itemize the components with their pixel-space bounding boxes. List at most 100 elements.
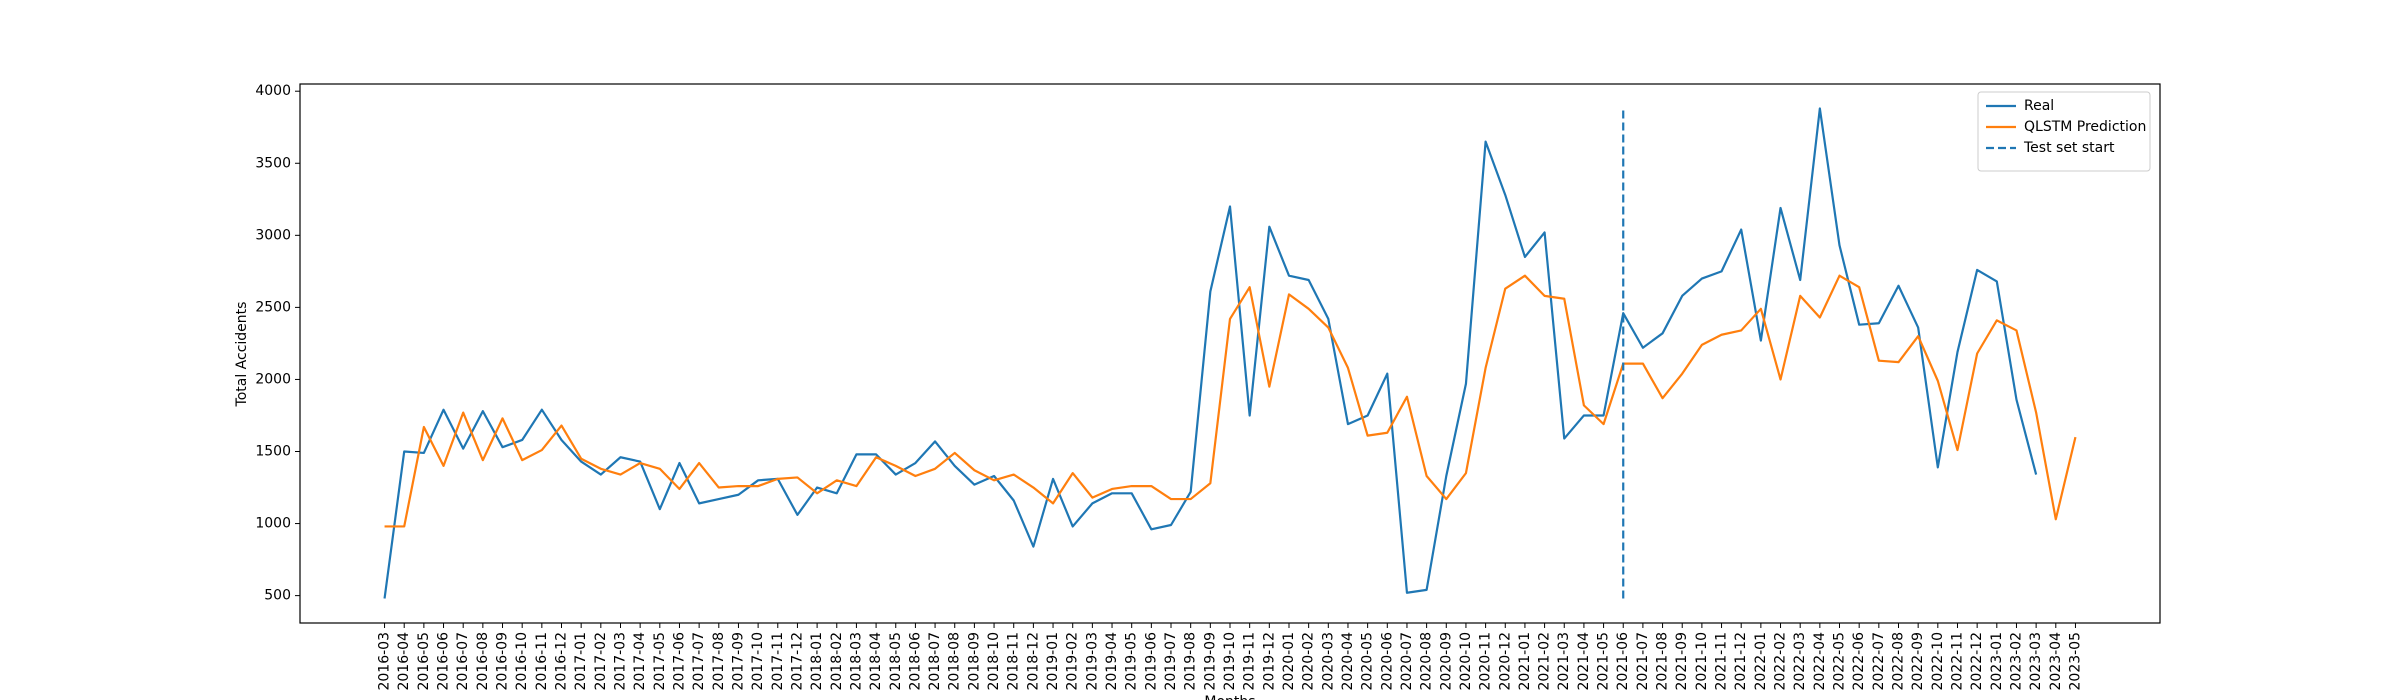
legend-label: QLSTM Prediction xyxy=(2024,119,2146,135)
x-tick-label: 2020-03 xyxy=(1320,632,1336,691)
x-tick-label: 2022-05 xyxy=(1832,632,1848,691)
x-tick-label: 2017-12 xyxy=(789,632,805,691)
x-tick-label: 2019-08 xyxy=(1183,632,1199,691)
x-tick-label: 2022-09 xyxy=(1910,632,1926,691)
x-tick-label: 2016-11 xyxy=(534,632,550,691)
x-axis-label: Months xyxy=(1204,694,1255,700)
x-tick-label: 2021-10 xyxy=(1694,632,1710,691)
x-tick-label: 2017-09 xyxy=(730,632,746,691)
legend-box xyxy=(1977,91,2151,172)
x-tick-label: 2021-05 xyxy=(1596,632,1612,691)
x-tick-label: 2019-02 xyxy=(1065,632,1081,691)
x-tick-label: 2019-11 xyxy=(1242,632,1258,691)
x-tick-label: 2018-10 xyxy=(986,632,1002,691)
x-tick-label: 2019-06 xyxy=(1143,632,1159,691)
x-tick-label: 2020-07 xyxy=(1399,632,1415,691)
y-tick-label: 3500 xyxy=(255,155,291,171)
x-tick-label: 2019-10 xyxy=(1222,632,1238,691)
x-tick-label: 2020-01 xyxy=(1281,632,1297,691)
series-line xyxy=(384,274,2077,528)
x-tick-label: 2017-11 xyxy=(770,632,786,691)
x-tick-label: 2016-05 xyxy=(416,632,432,691)
x-tick-label: 2017-03 xyxy=(612,632,628,691)
x-tick-label: 2017-04 xyxy=(632,632,648,691)
x-tick-label: 2022-02 xyxy=(1773,632,1789,691)
x-tick-label: 2021-01 xyxy=(1517,632,1533,691)
x-tick-label: 2019-09 xyxy=(1202,632,1218,691)
x-tick-label: 2019-07 xyxy=(1163,632,1179,691)
legend: Real QLSTM Prediction Test set start xyxy=(1977,91,2151,172)
y-tick-label: 3000 xyxy=(255,227,291,243)
x-tick-label: 2022-01 xyxy=(1753,632,1769,691)
x-tick-label: 2019-04 xyxy=(1104,632,1120,691)
x-tick-label: 2018-02 xyxy=(829,632,845,691)
x-tick-label: 2016-10 xyxy=(514,632,530,691)
x-tick-label: 2019-03 xyxy=(1084,632,1100,691)
x-tick-label: 2023-05 xyxy=(2067,632,2083,691)
legend-label: Test set start xyxy=(2023,140,2115,156)
x-tick-label: 2017-08 xyxy=(711,632,727,691)
x-tick-label: 2022-10 xyxy=(1930,632,1946,691)
x-tick-label: 2020-04 xyxy=(1340,632,1356,691)
x-tick-label: 2018-01 xyxy=(809,632,825,691)
x-tick-label: 2017-10 xyxy=(750,632,766,691)
x-tick-label: 2017-06 xyxy=(671,632,687,691)
x-tick-label: 2020-11 xyxy=(1478,632,1494,691)
x-tick-label: 2023-01 xyxy=(1989,632,2005,691)
x-tick-label: 2020-05 xyxy=(1360,632,1376,691)
x-tick-label: 2021-09 xyxy=(1674,632,1690,691)
x-tick-label: 2018-09 xyxy=(966,632,982,691)
y-tick-label: 2000 xyxy=(255,371,291,387)
x-tick-label: 2022-12 xyxy=(1969,632,1985,691)
x-tick-label: 2021-06 xyxy=(1615,632,1631,691)
x-tick-label: 2016-07 xyxy=(455,632,471,691)
x-tick-label: 2021-07 xyxy=(1635,632,1651,691)
x-tick-label: 2018-11 xyxy=(1006,632,1022,691)
x-tick-label: 2018-04 xyxy=(868,632,884,691)
series-line xyxy=(383,107,2038,599)
x-tick-label: 2021-04 xyxy=(1576,632,1592,691)
x-tick-label: 2021-12 xyxy=(1733,632,1749,691)
x-tick-label: 2017-02 xyxy=(593,632,609,691)
x-tick-label: 2020-08 xyxy=(1419,632,1435,691)
x-tick-label: 2018-12 xyxy=(1025,632,1041,691)
x-tick-label: 2018-03 xyxy=(848,632,864,691)
y-tick-label: 2500 xyxy=(255,299,291,315)
y-tick-label: 1500 xyxy=(255,444,291,460)
x-tick-label: 2022-08 xyxy=(1890,632,1906,691)
x-tick-label: 2021-11 xyxy=(1714,632,1730,691)
y-tick-label: 500 xyxy=(264,588,291,604)
x-tick-label: 2020-12 xyxy=(1497,632,1513,691)
x-tick-label: 2022-03 xyxy=(1792,632,1808,691)
x-tick-label: 2023-04 xyxy=(2048,632,2064,691)
x-tick-label: 2017-05 xyxy=(652,632,668,691)
x-tick-label: 2018-06 xyxy=(907,632,923,691)
x-tick-label: 2021-03 xyxy=(1556,632,1572,691)
x-tick-label: 2016-03 xyxy=(377,632,393,691)
x-tick-label: 2022-11 xyxy=(1949,632,1965,691)
x-tick-label: 2018-08 xyxy=(947,632,963,691)
y-tick-label: 4000 xyxy=(255,83,291,99)
x-tick-label: 2020-06 xyxy=(1379,632,1395,691)
x-tick-label: 2023-02 xyxy=(2008,632,2024,691)
x-tick-label: 2020-09 xyxy=(1438,632,1454,691)
x-tick-label: 2020-10 xyxy=(1458,632,1474,691)
x-tick-label: 2018-05 xyxy=(888,632,904,691)
x-tick-label: 2020-02 xyxy=(1301,632,1317,691)
x-tick-label: 2022-07 xyxy=(1871,632,1887,691)
x-tick-label: 2019-01 xyxy=(1045,632,1061,691)
legend-label: Real xyxy=(2024,98,2054,114)
x-tick-label: 2022-06 xyxy=(1851,632,1867,691)
x-tick-label: 2017-01 xyxy=(573,632,589,691)
x-tick-label: 2019-05 xyxy=(1124,632,1140,691)
x-tick-label: 2017-07 xyxy=(691,632,707,691)
x-tick-label: 2016-08 xyxy=(475,632,491,691)
x-tick-label: 2016-04 xyxy=(396,632,412,691)
x-tick-label: 2023-03 xyxy=(2028,632,2044,691)
x-tick-label: 2016-09 xyxy=(495,632,511,691)
x-tick-label: 2022-04 xyxy=(1812,632,1828,691)
x-tick-label: 2021-02 xyxy=(1537,632,1553,691)
y-axis-label: Total Accidents xyxy=(234,302,250,408)
